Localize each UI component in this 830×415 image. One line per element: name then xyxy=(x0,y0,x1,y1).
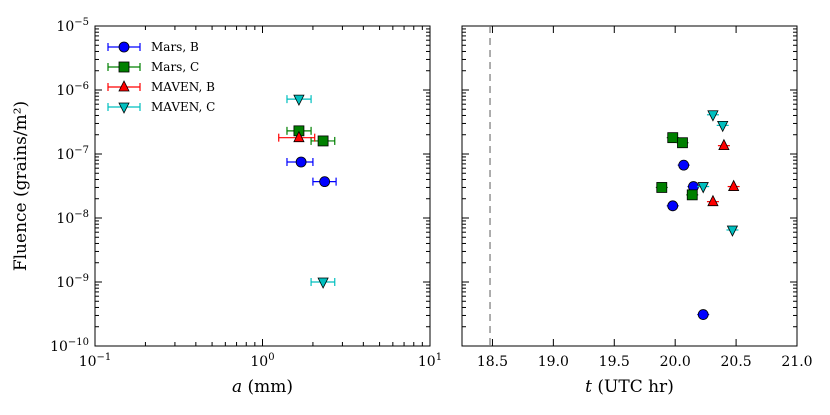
right-panel: 18.5 19.0 19.5 20.0 20.5 21.0 t (UTC hr) xyxy=(461,25,813,397)
left-panel: 10−1 100 101 10−10 10−9 10−8 10−7 10−6 10−5 a (mm… xyxy=(11,17,442,397)
y-tick-label: 10−9 xyxy=(56,273,89,291)
legend: Mars, B Mars, C MAVEN, B MAVEN, C xyxy=(107,40,215,114)
legend-marker xyxy=(118,41,130,53)
data-point xyxy=(319,176,331,188)
x-axis-label: a (mm) xyxy=(232,377,293,397)
x-tick-label: 19.0 xyxy=(538,354,569,370)
x-tick-label: 20.5 xyxy=(721,354,752,370)
y-tick-label: 10−8 xyxy=(56,209,89,227)
data-point xyxy=(656,182,668,193)
x-tick-label: 100 xyxy=(250,352,274,370)
plot-frame xyxy=(461,25,798,347)
y-axis-label: Fluence (grains/m²) xyxy=(11,101,31,271)
y-tick-label: 10−7 xyxy=(56,145,89,163)
legend-label: MAVEN, C xyxy=(151,100,215,114)
data-point xyxy=(317,277,329,289)
data-point xyxy=(717,120,729,133)
data-point xyxy=(293,94,305,107)
data-point xyxy=(667,200,679,212)
data-point xyxy=(697,182,709,194)
data-point xyxy=(295,156,307,168)
plot-frame xyxy=(94,25,431,347)
data-point xyxy=(697,309,709,320)
data-point xyxy=(293,130,305,143)
x-tick-label: 18.5 xyxy=(477,354,508,370)
y-tick-label: 10−10 xyxy=(50,337,89,355)
x-tick-label: 21.0 xyxy=(781,354,812,370)
y-tick-label: 10−6 xyxy=(56,81,89,99)
x-tick-label: 20.0 xyxy=(660,354,691,370)
data-point xyxy=(667,132,679,144)
x-tick-label: 19.5 xyxy=(599,354,630,370)
legend-label: MAVEN, B xyxy=(151,80,215,94)
data-point xyxy=(317,135,329,147)
data-point xyxy=(728,179,740,191)
data-point xyxy=(718,138,730,151)
y-tick-label: 10−5 xyxy=(56,17,89,35)
data-point xyxy=(726,225,739,237)
x-axis-label: t (UTC hr) xyxy=(585,377,674,397)
data-point xyxy=(677,137,688,149)
data-point xyxy=(707,110,719,122)
legend-marker xyxy=(118,80,130,92)
legend-label: Mars, C xyxy=(151,60,199,74)
legend-label: Mars, B xyxy=(151,40,199,54)
data-point xyxy=(707,194,719,207)
legend-marker xyxy=(118,61,130,73)
data-point xyxy=(678,159,690,171)
x-tick-label: 101 xyxy=(418,352,442,370)
x-tick-label: 10−1 xyxy=(79,352,112,370)
legend-marker xyxy=(118,102,130,114)
data-point xyxy=(686,189,698,201)
